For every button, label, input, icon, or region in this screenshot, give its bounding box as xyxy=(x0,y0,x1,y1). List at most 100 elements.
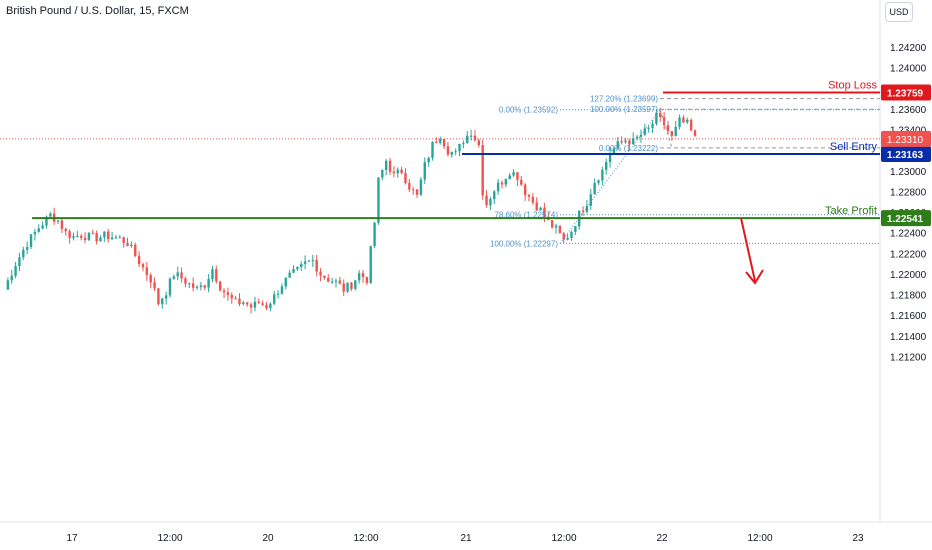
candle-body xyxy=(338,280,342,284)
candle-body xyxy=(307,260,311,262)
x-tick-label: 22 xyxy=(656,533,668,544)
fib-a-label: 100.00% (1.22297) xyxy=(490,239,558,248)
y-tick-label: 1.22400 xyxy=(890,229,927,240)
candle-body xyxy=(195,287,199,289)
candle-body xyxy=(56,220,60,222)
candle-body xyxy=(527,195,531,197)
candle-body xyxy=(624,140,627,143)
candle-body xyxy=(605,162,608,170)
candle-body xyxy=(431,141,434,158)
candle-body xyxy=(315,260,318,272)
candle-body xyxy=(29,234,33,247)
candle-body xyxy=(666,125,670,132)
candle-body xyxy=(284,277,288,287)
y-tick-label: 1.24000 xyxy=(890,64,927,75)
candle-body xyxy=(257,301,260,304)
down-arrow-head xyxy=(745,269,764,285)
x-tick-label: 21 xyxy=(460,533,472,544)
y-tick-label: 1.22000 xyxy=(890,270,927,281)
y-tick-label: 1.22200 xyxy=(890,249,927,260)
candle-body xyxy=(68,231,71,238)
candle-body xyxy=(342,283,345,292)
candle-body xyxy=(130,244,133,247)
x-tick-label: 12:00 xyxy=(551,533,576,544)
candle-body xyxy=(458,143,461,152)
candle-body xyxy=(423,162,426,180)
candle-body xyxy=(33,231,37,235)
fib-a-label: 0.00% (1.23592) xyxy=(499,106,558,115)
candle-body xyxy=(485,195,488,206)
candle-body xyxy=(504,179,508,185)
candle-body xyxy=(180,272,183,279)
candle-body xyxy=(164,295,168,299)
candle-body xyxy=(288,272,291,278)
candle-body xyxy=(408,182,411,190)
candle-body xyxy=(689,119,693,131)
candle-body xyxy=(168,278,172,296)
candle-body xyxy=(674,126,677,136)
candle-body xyxy=(446,146,450,155)
fib-a-label: 78.60% (1.22574) xyxy=(494,211,558,220)
candle-body xyxy=(37,228,40,232)
fib-b-label: 127.20% (1.23699) xyxy=(590,95,658,104)
candle-body xyxy=(566,237,569,240)
candle-body xyxy=(396,169,399,174)
candle-body xyxy=(350,282,353,289)
candle-body xyxy=(122,237,125,243)
candle-body xyxy=(238,298,241,304)
candle-body xyxy=(234,298,237,300)
candle-body xyxy=(276,293,280,295)
candle-body xyxy=(369,246,372,283)
candle-body xyxy=(427,157,430,163)
fib-a-trend xyxy=(559,109,661,244)
candle-body xyxy=(118,237,122,239)
candle-body xyxy=(612,148,616,154)
candle-body xyxy=(176,272,179,277)
candle-body xyxy=(693,130,697,136)
level-label: Take Profit xyxy=(825,205,877,217)
candle-body xyxy=(520,179,523,185)
candle-body xyxy=(6,280,10,290)
candle-body xyxy=(25,246,29,250)
candle-body xyxy=(134,244,137,256)
candle-body xyxy=(14,266,17,276)
candle-body xyxy=(469,135,473,137)
candle-body xyxy=(357,273,361,281)
candle-body xyxy=(516,172,519,180)
candle-body xyxy=(585,205,589,212)
candle-body xyxy=(404,172,407,183)
candle-body xyxy=(539,207,542,211)
candle-body xyxy=(597,180,600,183)
currency-button[interactable]: USD xyxy=(885,2,913,22)
candle-body xyxy=(292,269,295,273)
candle-body xyxy=(218,281,222,291)
y-tick-label: 1.23000 xyxy=(890,167,927,178)
level-label: Sell Entry xyxy=(830,141,878,153)
candle-body xyxy=(137,255,141,265)
current-price-tag xyxy=(881,130,931,147)
candle-body xyxy=(651,123,654,128)
candle-body xyxy=(466,135,469,144)
candle-body xyxy=(442,138,446,147)
y-tick-label: 1.24200 xyxy=(890,43,927,54)
level-label: Stop Loss xyxy=(828,79,877,91)
candle-body xyxy=(419,179,423,195)
candle-body xyxy=(91,232,94,234)
fib-b-trend xyxy=(659,109,673,149)
level-price-text: 1.23759 xyxy=(887,88,924,99)
candle-body xyxy=(226,292,230,295)
candle-body xyxy=(303,261,307,264)
candle-body xyxy=(153,282,156,289)
candle-body xyxy=(141,264,145,268)
candle-body xyxy=(311,260,315,262)
y-tick-label: 1.21200 xyxy=(890,353,927,364)
down-arrow-shaft xyxy=(740,217,756,282)
candle-body xyxy=(346,282,349,292)
candle-body xyxy=(589,194,592,206)
candle-body xyxy=(253,301,257,308)
candle-body xyxy=(149,275,152,283)
candle-body xyxy=(388,160,392,172)
candle-body xyxy=(535,202,538,211)
candle-body xyxy=(628,140,631,145)
